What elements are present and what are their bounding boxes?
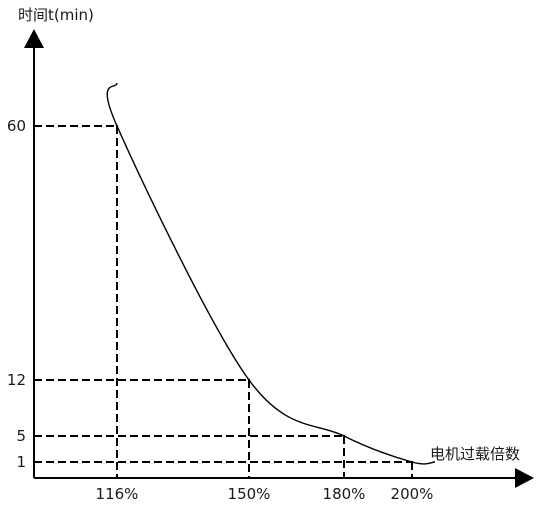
y-tick-label-0: 60 [7,117,26,135]
y-tick-label-3: 1 [16,453,26,471]
x-tick-label-0: 116% [96,485,139,503]
data-point-1 [247,378,251,382]
x-tick-label-1: 150% [228,485,271,503]
data-point-3 [410,460,414,464]
y-tick-label-1: 12 [7,371,26,389]
x-tick-label-2: 180% [323,485,366,503]
data-point-0 [115,124,119,128]
data-point-2 [342,434,346,438]
y-tick-label-2: 5 [16,427,26,445]
y-axis-arrow [24,29,44,48]
reference-lines [34,125,413,478]
data-points [115,124,414,464]
x-axis-title: 电机过载倍数 [430,445,520,463]
overload-curve [106,82,436,465]
x-tick-label-3: 200% [391,485,434,503]
y-axis-title: 时间t(min) [18,6,94,24]
x-tick-labels: 116% 150% 180% 200% [96,485,434,503]
x-axis-arrow [515,468,534,488]
y-tick-labels: 60 12 5 1 [7,117,26,471]
axes [24,29,534,488]
